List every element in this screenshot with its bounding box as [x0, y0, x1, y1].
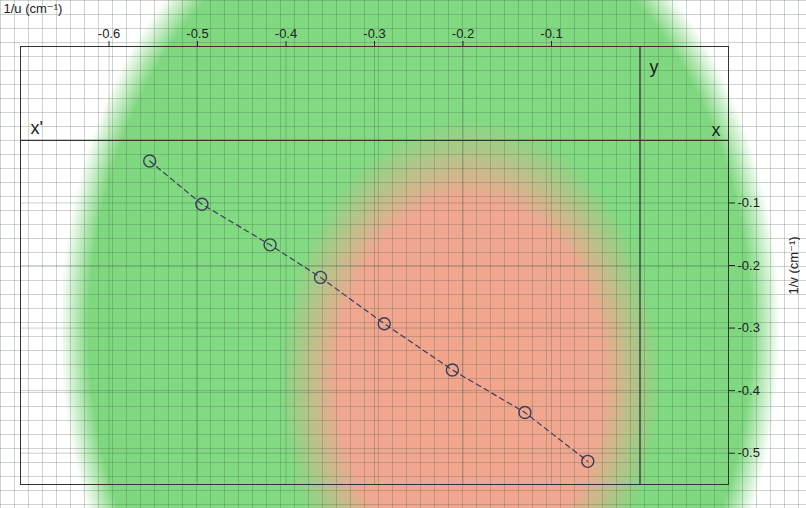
svg-text:1/u (cm⁻¹): 1/u (cm⁻¹)	[4, 1, 63, 16]
svg-text:-0.2: -0.2	[738, 258, 760, 273]
svg-text:-0.2: -0.2	[452, 26, 474, 41]
svg-text:-0.1: -0.1	[540, 26, 562, 41]
svg-text:x': x'	[31, 118, 43, 138]
svg-text:-0.5: -0.5	[186, 26, 208, 41]
svg-text:-0.4: -0.4	[275, 26, 297, 41]
svg-text:1/v (cm⁻¹): 1/v (cm⁻¹)	[786, 236, 801, 294]
svg-text:-0.1: -0.1	[738, 195, 760, 210]
svg-text:-0.5: -0.5	[738, 445, 760, 460]
svg-text:-0.6: -0.6	[98, 26, 120, 41]
svg-text:y: y	[650, 57, 659, 77]
svg-text:-0.3: -0.3	[363, 26, 385, 41]
svg-text:x: x	[712, 120, 721, 140]
svg-text:-0.4: -0.4	[738, 383, 760, 398]
svg-text:-0.3: -0.3	[738, 320, 760, 335]
